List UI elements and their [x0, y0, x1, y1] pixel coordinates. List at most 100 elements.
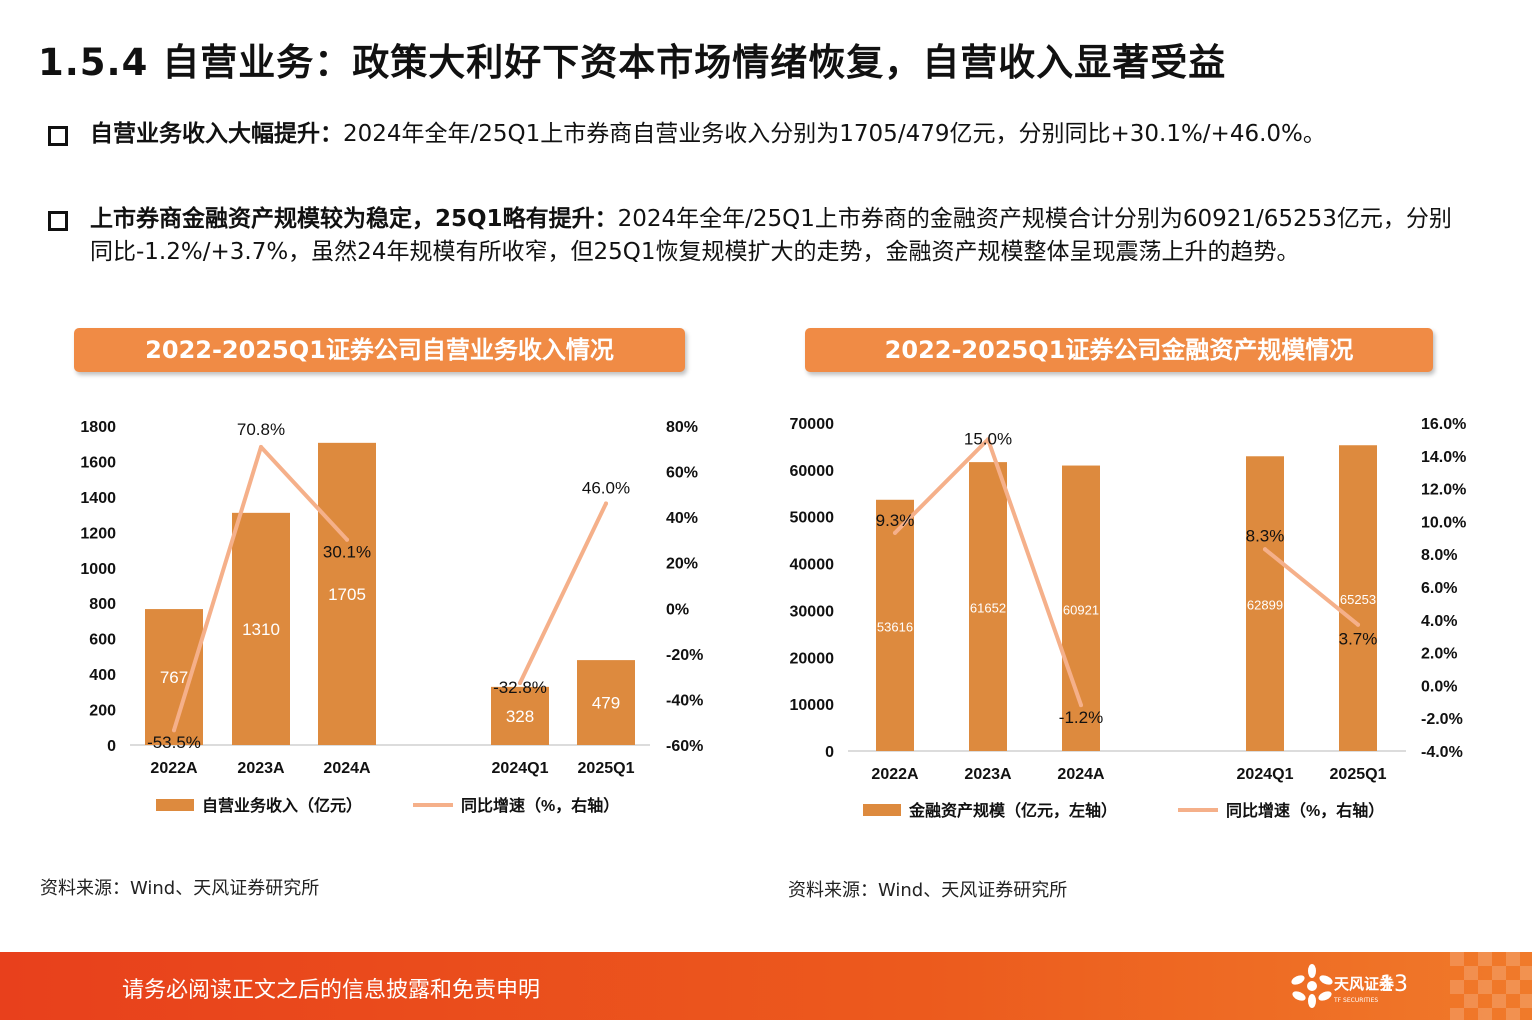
bar-value-label: 479 [592, 694, 620, 713]
growth-value-label: 46.0% [582, 478, 630, 497]
growth-point [172, 728, 176, 733]
y-left-tick-label: 20000 [790, 650, 835, 667]
y-left-tick-label: 60000 [790, 463, 835, 480]
legend-bar-label: 金融资产规模（亿元，左轴） [908, 801, 1117, 820]
y-right-tick-label: 0% [666, 601, 689, 618]
legend-line-label: 同比增速（%，右轴） [1226, 801, 1384, 820]
y-right-tick-label: 40% [666, 510, 698, 527]
x-tick-label: 2025Q1 [578, 760, 635, 777]
y-right-tick-label: 4.0% [1421, 613, 1457, 630]
bar-value-label: 767 [160, 668, 188, 687]
bar-value-label: 1705 [328, 585, 366, 604]
y-left-tick-label: 50000 [790, 510, 835, 527]
growth-value-label: -32.8% [493, 678, 547, 697]
bar-value-label: 1310 [242, 620, 280, 639]
bullet-heading: 上市券商金融资产规模较为稳定，25Q1略有提升 [90, 206, 595, 232]
y-right-tick-label: 0.0% [1421, 678, 1457, 695]
growth-point [1079, 703, 1083, 708]
x-tick-label: 2024Q1 [1237, 766, 1294, 783]
growth-value-label: 3.7% [1339, 630, 1378, 649]
growth-line [1263, 547, 1360, 627]
left-chart-source: 资料来源：Wind、天风证券研究所 [40, 878, 320, 899]
y-right-tick-label: -4.0% [1421, 744, 1463, 761]
x-tick-label: 2024A [1057, 766, 1105, 783]
y-left-tick-label: 1400 [80, 490, 116, 507]
checkbox-bullet-icon [48, 126, 68, 146]
bar-value-label: 65253 [1340, 592, 1376, 607]
y-right-tick-label: 14.0% [1421, 449, 1466, 466]
bar [491, 686, 549, 745]
left-chart-title: 2022-2025Q1证券公司自营业务收入情况 [74, 328, 685, 372]
bar-value-label: 53616 [877, 619, 913, 634]
growth-point [893, 530, 897, 535]
y-left-tick-label: 800 [89, 596, 116, 613]
x-tick-label: 2025Q1 [1330, 766, 1387, 783]
growth-point [986, 437, 990, 442]
bullet-self-operated-income: 自营业务收入大幅提升：2024年全年/25Q1上市券商自营业务收入分别为1705… [44, 118, 1454, 151]
growth-value-label: 30.1% [323, 543, 371, 562]
growth-value-label: 8.3% [1246, 526, 1285, 545]
legend-bar-label: 自营业务收入（亿元） [202, 796, 362, 815]
bar-value-label: 60921 [1063, 602, 1099, 617]
y-right-tick-label: 6.0% [1421, 580, 1457, 597]
x-tick-label: 2023A [237, 760, 285, 777]
bullet-separator: ： [594, 206, 618, 232]
footer-bar: 请务必阅读正文之后的信息披露和免责申明 天风证券 TF SECURITIES 1… [0, 952, 1532, 1020]
bullet-separator: ： [320, 121, 343, 147]
y-right-tick-label: 60% [666, 465, 698, 482]
x-tick-label: 2024Q1 [492, 760, 549, 777]
x-tick-label: 2022A [871, 766, 919, 783]
y-left-tick-label: 1200 [80, 525, 116, 542]
right-chart-title: 2022-2025Q1证券公司金融资产规模情况 [805, 328, 1433, 372]
growth-point [604, 501, 608, 506]
y-left-tick-label: 30000 [790, 603, 835, 620]
x-tick-label: 2022A [150, 760, 198, 777]
bullet-financial-assets: 上市券商金融资产规模较为稳定，25Q1略有提升：2024年全年/25Q1上市券商… [44, 203, 1454, 269]
growth-line [518, 501, 608, 686]
y-right-tick-label: -20% [666, 647, 703, 664]
bar [232, 512, 290, 745]
y-left-tick-label: 40000 [790, 557, 835, 574]
y-left-tick-label: 1000 [80, 561, 116, 578]
bullet-text: 2024年全年/25Q1上市券商自营业务收入分别为1705/479亿元，分别同比… [343, 121, 1326, 147]
bar [145, 609, 203, 745]
y-right-tick-label: -60% [666, 738, 703, 755]
bar-value-label: 62899 [1247, 598, 1283, 613]
y-right-tick-label: 80% [666, 419, 698, 436]
bar-value-label: 328 [506, 707, 534, 726]
x-tick-label: 2023A [964, 766, 1012, 783]
growth-value-label: 70.8% [237, 420, 285, 439]
y-right-tick-label: 8.0% [1421, 547, 1457, 564]
growth-point [1263, 547, 1267, 552]
checkbox-bullet-icon [48, 211, 68, 231]
disclaimer-notice: 请务必阅读正文之后的信息披露和免责申明 [122, 978, 541, 1003]
growth-point [1356, 622, 1360, 627]
y-right-tick-label: -40% [666, 692, 703, 709]
logo-text: 天风证券 [1334, 975, 1395, 993]
legend-line-label: 同比增速（%，右轴） [461, 796, 619, 815]
bar [1246, 456, 1284, 751]
y-left-tick-label: 70000 [790, 416, 835, 433]
y-right-tick-label: 10.0% [1421, 514, 1466, 531]
growth-value-label: -53.5% [147, 733, 201, 752]
y-left-tick-label: 1800 [80, 419, 116, 436]
right-chart-source: 资料来源：Wind、天风证券研究所 [788, 880, 1068, 901]
y-left-tick-label: 400 [89, 667, 116, 684]
y-left-tick-label: 200 [89, 703, 116, 720]
growth-value-label: 9.3% [876, 511, 915, 530]
growth-point [345, 537, 349, 542]
bar [969, 462, 1007, 751]
income-chart: 0 200 400 600 800 1000 1200 1400 1600 1800 -60% -40… [80, 419, 703, 815]
growth-point [259, 444, 263, 449]
y-left-tick-label: 1600 [80, 454, 116, 471]
bar [1339, 445, 1377, 751]
growth-value-label: 15.0% [964, 429, 1012, 448]
page-number: 13 [1380, 972, 1408, 997]
page-title: 1.5.4 自营业务：政策大利好下资本市场情绪恢复，自营收入显著受益 [38, 41, 1227, 84]
y-left-tick-label: 600 [89, 632, 116, 649]
y-left-tick-label: 0 [825, 744, 834, 761]
y-left-tick-label: 10000 [790, 697, 835, 714]
x-tick-label: 2024A [323, 760, 371, 777]
y-right-tick-label: -2.0% [1421, 711, 1463, 728]
legend-bar-swatch [156, 799, 194, 811]
